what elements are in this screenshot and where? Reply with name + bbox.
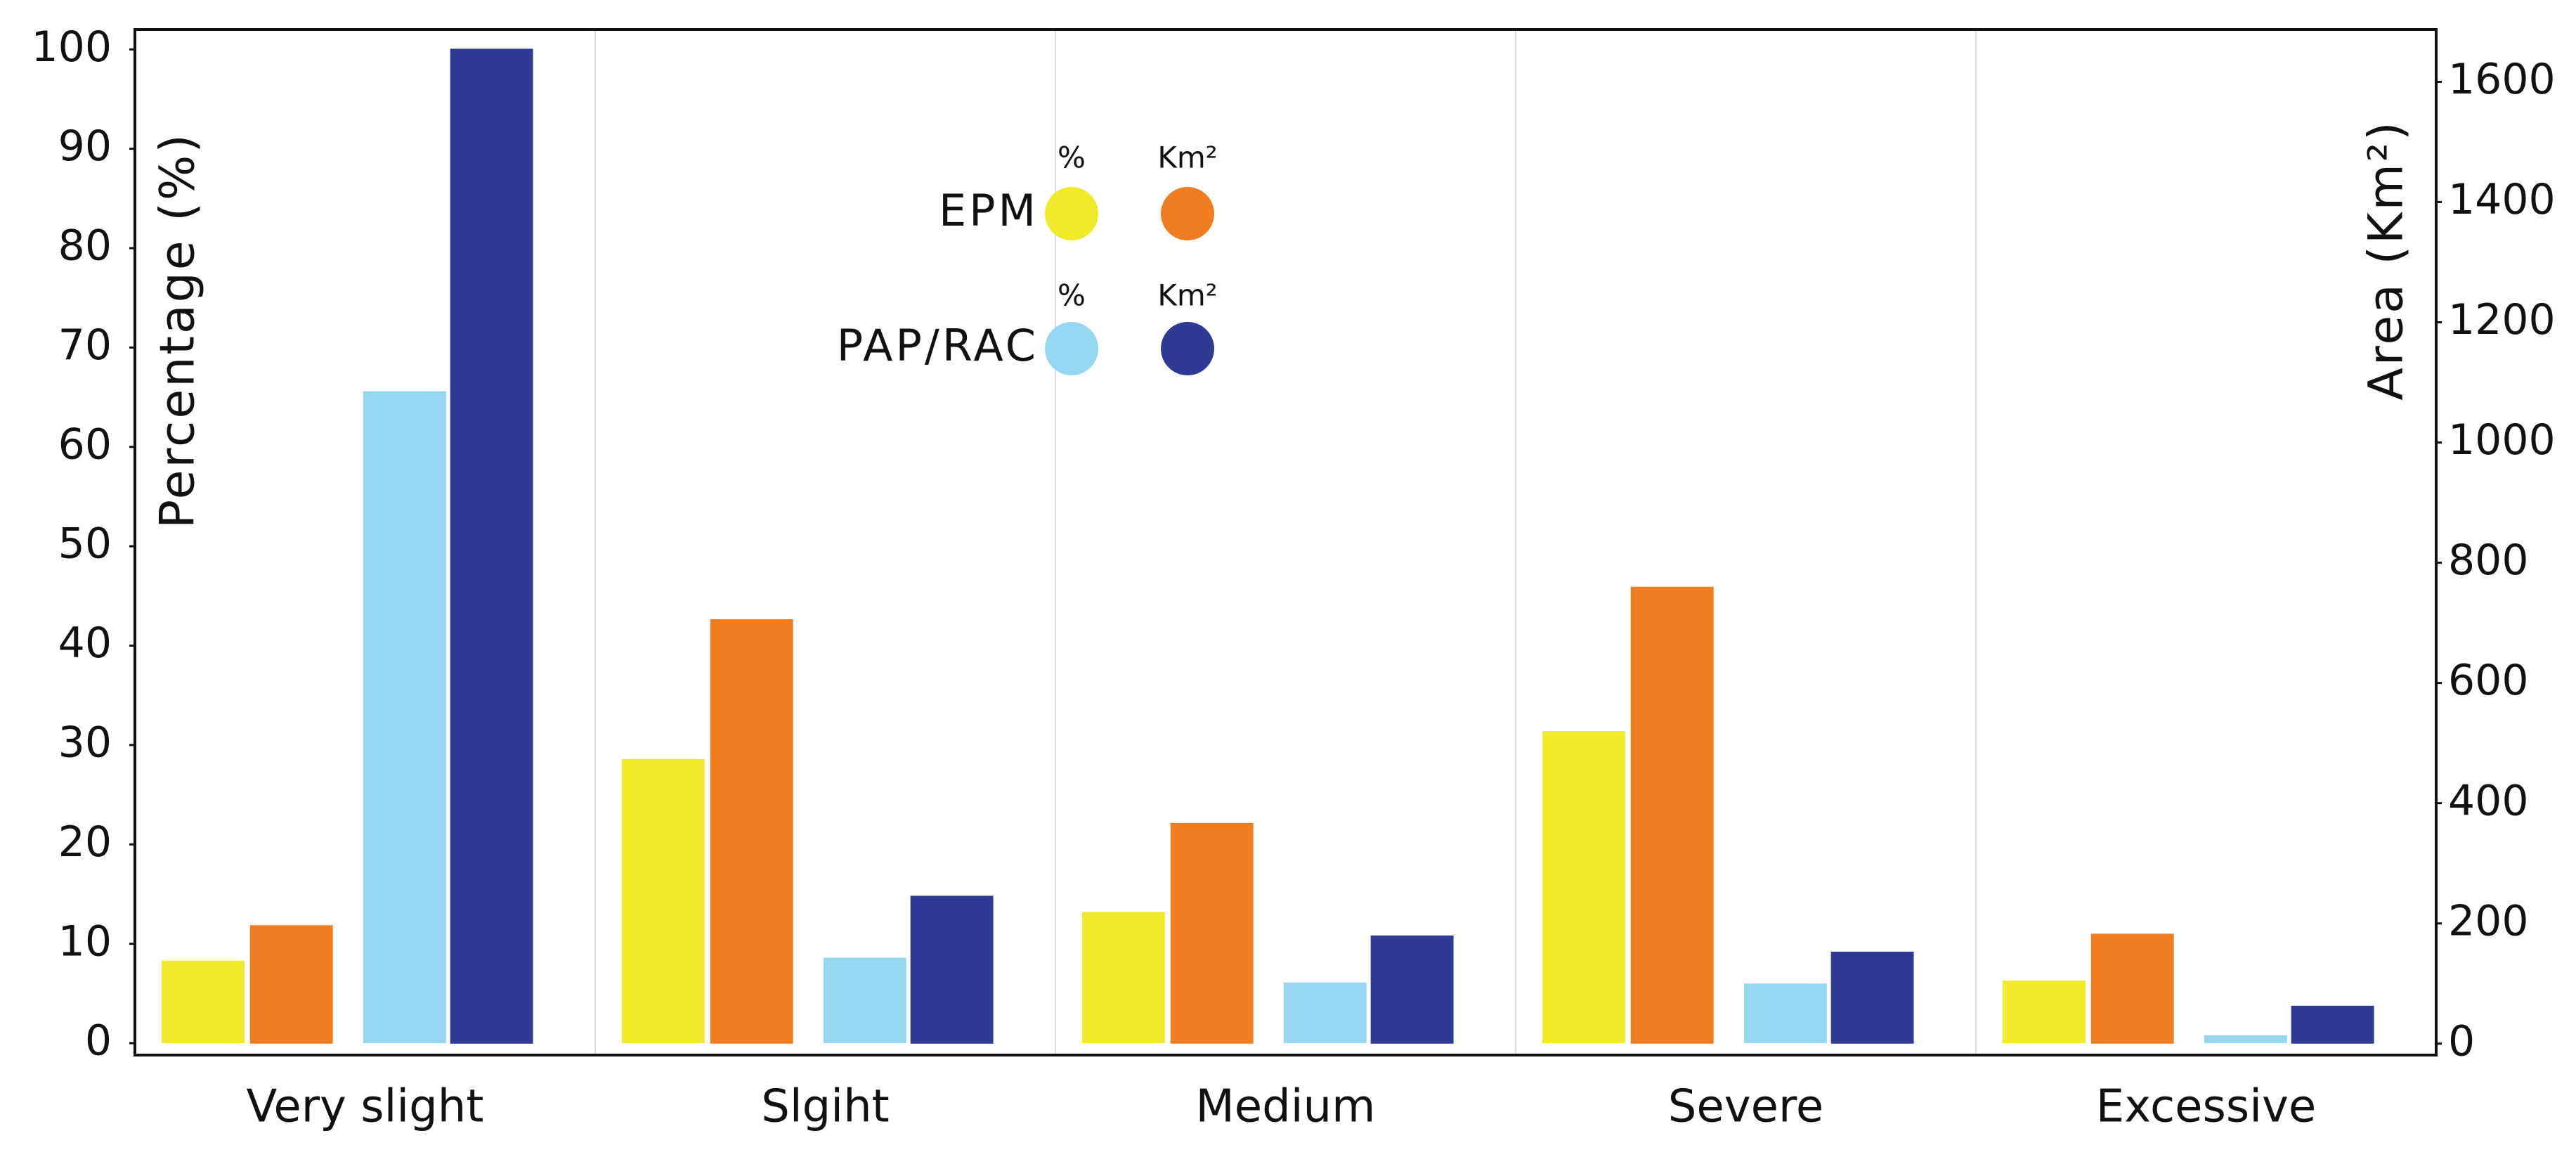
y2-tick-label: 400 [2448,776,2529,825]
x-tick-label: Severe [1668,1081,1824,1133]
x-tick-label: Excessive [2096,1081,2316,1133]
bar [1542,731,1625,1044]
bar [621,758,705,1044]
y2-tick-label: 1200 [2448,295,2556,344]
y-tick-label: 80 [58,221,112,271]
bar [161,960,245,1044]
y2-tick-label: 1600 [2448,55,2556,104]
legend-marker [1161,187,1214,240]
bar [1081,912,1165,1044]
legend-label: EPM [939,185,1039,236]
legend-column-label: % [1058,141,1086,175]
y2-tick-label: 800 [2448,536,2529,585]
bar [1283,982,1367,1044]
legend-marker [1161,322,1214,375]
y-tick-label: 20 [58,817,112,867]
x-tick-label: Medium [1196,1081,1376,1133]
bar [2291,1005,2374,1044]
y2-tick-label: 0 [2448,1016,2475,1066]
y-tick-label: 70 [58,321,112,370]
y2-tick-label: 1400 [2448,175,2556,224]
y-tick-label: 90 [58,122,112,171]
y-tick-label: 100 [31,22,112,72]
bar [910,896,994,1044]
legend-column-label: Km² [1157,278,1217,313]
bar [2002,980,2086,1044]
bar [710,619,793,1044]
plot-frame [134,28,2438,1056]
y-tick-label: 30 [58,718,112,768]
bar [1170,822,1254,1044]
y-tick-label: 10 [58,917,112,966]
bar [823,957,906,1044]
legend-label: PAP/RAC [837,320,1039,371]
y2-tick-label: 600 [2448,656,2529,705]
legend-column-label: % [1058,278,1086,313]
bar [2090,933,2174,1044]
legend-marker [1045,322,1098,375]
y2-axis-title: Area (Km²) [2359,119,2414,400]
bar [249,925,333,1044]
bar [2204,1035,2287,1044]
y-tick-label: 50 [58,519,112,569]
bar [1370,935,1454,1044]
x-tick-label: Slgiht [761,1081,889,1133]
legend-marker [1045,187,1098,240]
y2-tick-label: 1000 [2448,415,2556,465]
bar [1830,951,1914,1044]
legend-column-label: Km² [1157,141,1217,175]
y-tick-label: 60 [58,420,112,469]
y2-tick-label: 200 [2448,896,2529,945]
y-tick-label: 40 [58,619,112,668]
y-tick-label: 0 [85,1016,112,1066]
bar [450,49,533,1044]
y-axis-title: Percentage (%) [150,132,206,529]
bar [1630,586,1714,1044]
bar [363,391,446,1044]
bar [1743,983,1827,1044]
x-tick-label: Very slight [247,1081,484,1133]
